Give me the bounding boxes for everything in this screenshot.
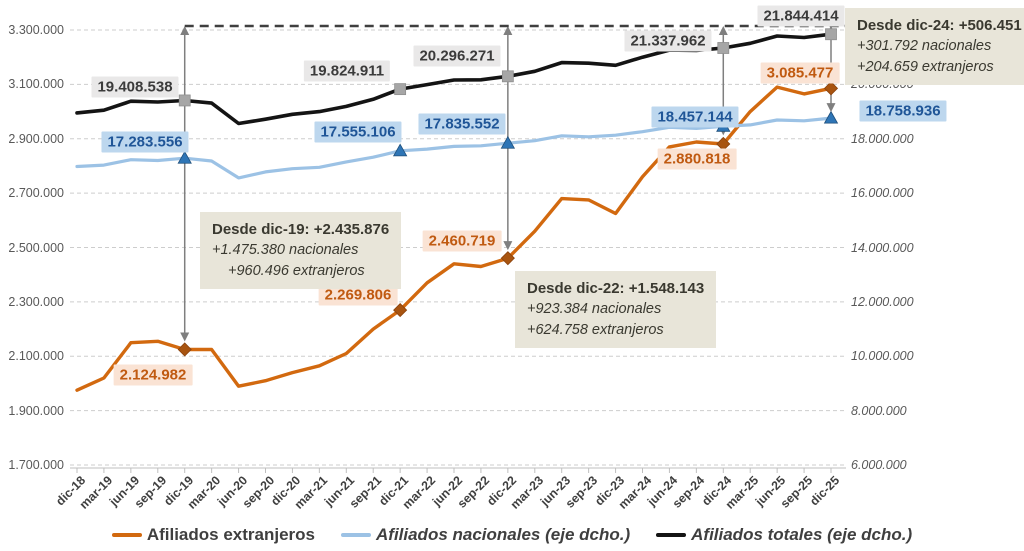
- point-label: 2.880.818: [657, 148, 737, 170]
- point-label: 18.457.144: [651, 106, 739, 128]
- data-point-markers: [177, 28, 839, 357]
- callout-title: Desde dic-19: +2.435.876: [212, 221, 390, 238]
- callout-line: +624.758 extranjeros: [527, 321, 664, 338]
- left-axis-tick-label: 2.500.000: [8, 240, 64, 255]
- callout-desde-dic-19: Desde dic-19: +2.435.876 +1.475.380 naci…: [200, 212, 402, 290]
- x-axis: [70, 467, 846, 473]
- left-axis-tick-label: 1.900.000: [8, 403, 64, 418]
- legend-label: Afiliados extranjeros: [146, 525, 315, 544]
- right-axis-tick-label: 12.000.000: [851, 294, 914, 309]
- left-axis-tick-label: 2.700.000: [8, 186, 64, 201]
- legend: Afiliados extranjeros Afiliados nacionale…: [0, 521, 1024, 549]
- callout-line: +204.659 extranjeros: [857, 58, 994, 75]
- callout-line: +301.792 nacionales: [857, 38, 992, 55]
- legend-item: Afiliados nacionales (eje dcho.): [341, 525, 630, 545]
- right-axis-tick-label: 14.000.000: [851, 240, 914, 255]
- right-axis-tick-label: 18.000.000: [851, 131, 914, 146]
- right-axis-tick-label: 8.000.000: [851, 403, 907, 418]
- point-label: 20.296.271: [413, 45, 501, 67]
- point-label: 18.758.936: [859, 100, 947, 122]
- legend-line-swatch: [111, 533, 142, 537]
- callout-line: +960.496 extranjeros: [228, 262, 365, 279]
- point-label: 3.085.477: [760, 62, 840, 84]
- right-axis-tick-label: 10.000.000: [851, 349, 914, 364]
- legend-label: Afiliados nacionales (eje dcho.): [376, 525, 631, 544]
- left-axis-tick-label: 2.100.000: [8, 349, 64, 364]
- point-label: 2.124.982: [113, 364, 193, 386]
- left-axis-tick-label: 1.700.000: [8, 458, 64, 472]
- left-axis-tick-label: 2.300.000: [8, 294, 64, 309]
- left-axis-tick-label: 3.300.000: [8, 23, 64, 37]
- callout-title: Desde dic-22: +1.548.143: [527, 280, 705, 297]
- point-label: 17.555.106: [314, 121, 402, 143]
- point-label: 17.835.552: [418, 113, 506, 135]
- left-axis-tick-label: 2.900.000: [8, 131, 64, 146]
- legend-item: Afiliados extranjeros: [111, 525, 315, 545]
- legend-line-swatch: [341, 533, 371, 537]
- right-axis-tick-label: 16.000.000: [851, 186, 914, 201]
- point-label: 2.460.719: [422, 230, 502, 252]
- point-label: 21.844.414: [757, 5, 845, 27]
- callout-line: +923.384 nacionales: [527, 301, 662, 318]
- point-label: 19.408.538: [91, 76, 179, 98]
- point-label: 2.269.806: [318, 284, 398, 306]
- point-label: 21.337.962: [624, 30, 712, 52]
- callout-title: Desde dic-24: +506.451: [857, 17, 1022, 34]
- right-axis-tick-label: 6.000.000: [851, 458, 907, 472]
- legend-line-swatch: [656, 533, 687, 537]
- series-lines: [75, 32, 833, 392]
- legend-label: Afiliados totales (eje dcho.): [691, 525, 913, 544]
- callout-line: +1.475.380 nacionales: [212, 242, 359, 259]
- legend-item: Afiliados totales (eje dcho.): [656, 525, 912, 545]
- left-axis-tick-label: 3.100.000: [8, 77, 64, 92]
- callout-desde-dic-22: Desde dic-22: +1.548.143 +923.384 nacion…: [515, 271, 717, 349]
- point-label: 17.283.556: [101, 131, 189, 153]
- callout-desde-dic-24: Desde dic-24: +506.451 +301.792 nacional…: [845, 8, 1024, 86]
- point-label: 19.824.911: [303, 60, 391, 82]
